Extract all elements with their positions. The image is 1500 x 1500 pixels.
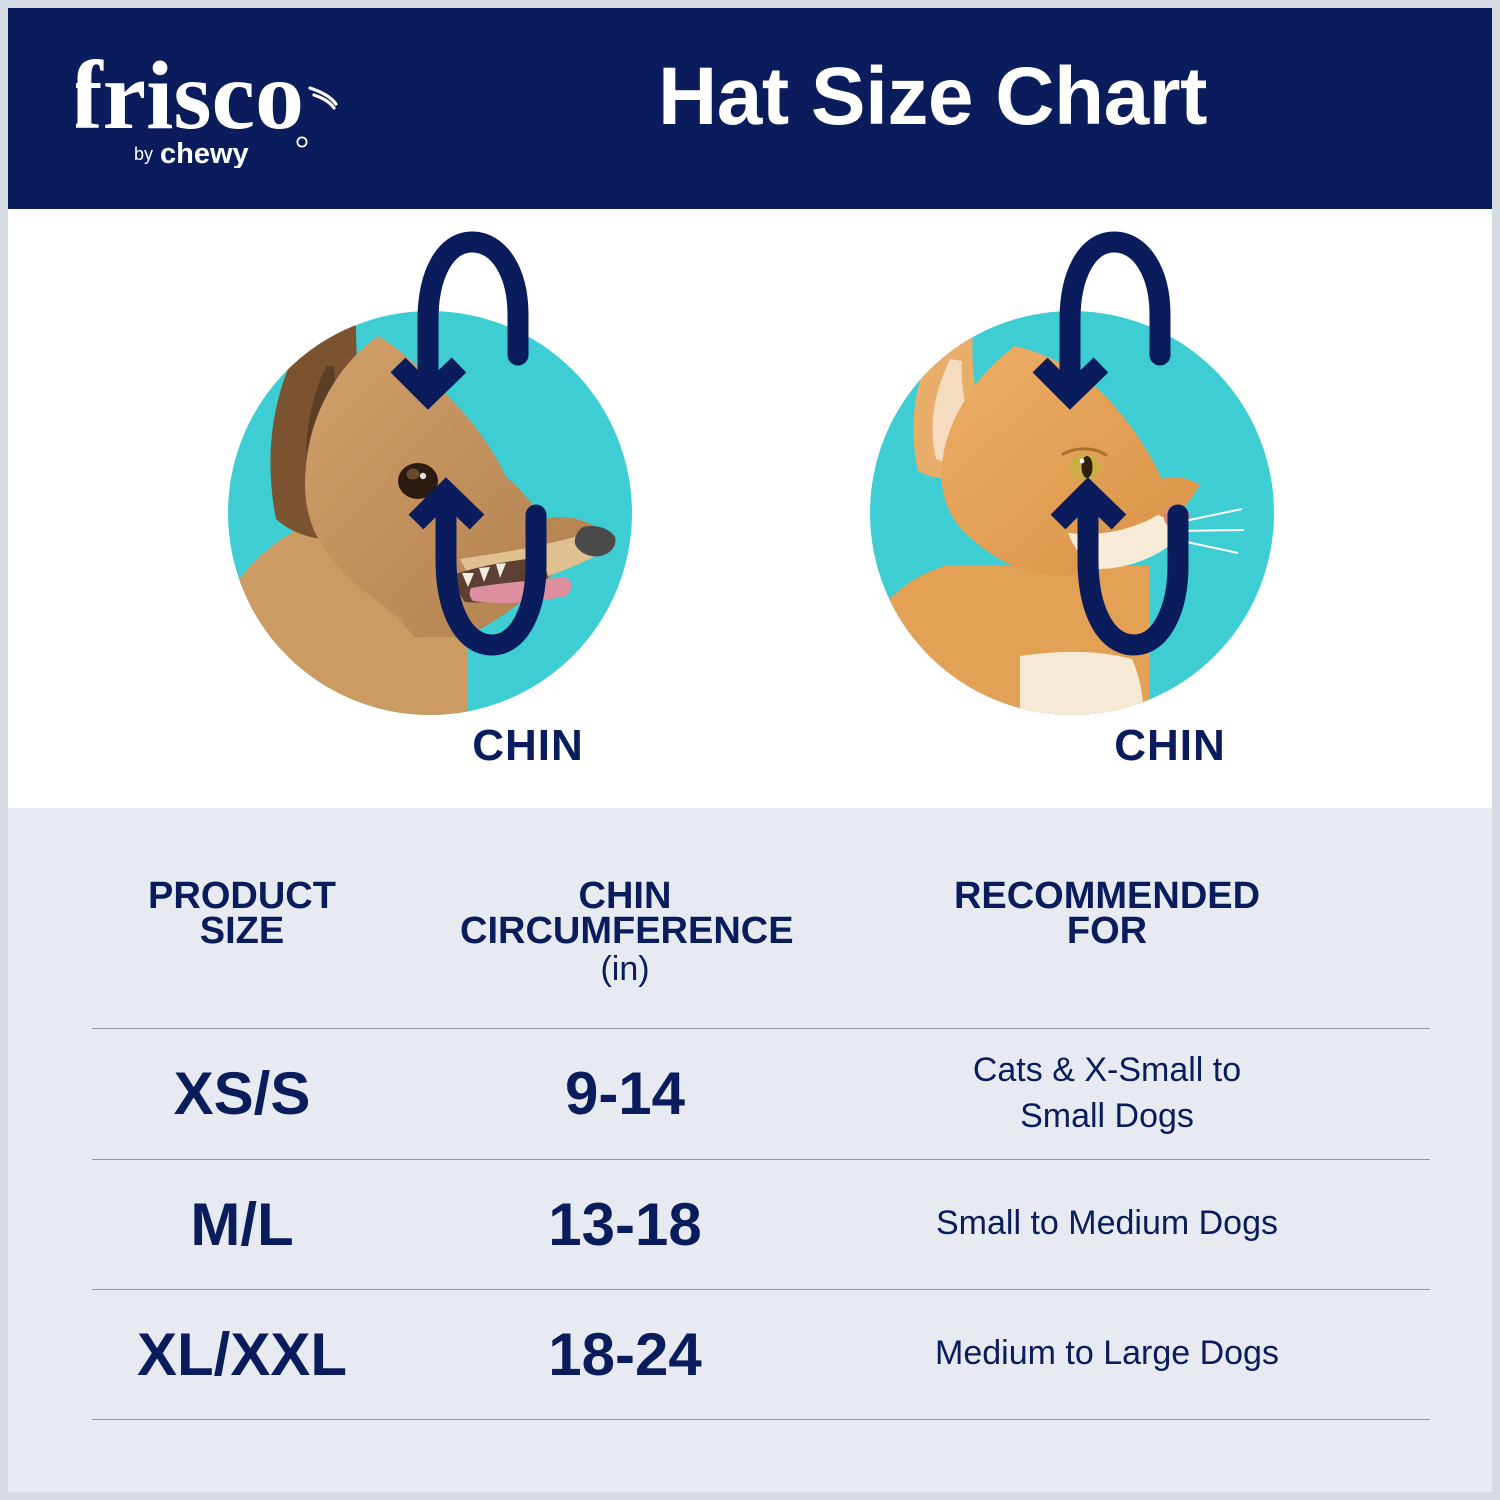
- svg-text:by: by: [134, 144, 153, 164]
- svg-text:frisco: frisco: [76, 48, 304, 150]
- svg-text:chewy: chewy: [160, 138, 249, 168]
